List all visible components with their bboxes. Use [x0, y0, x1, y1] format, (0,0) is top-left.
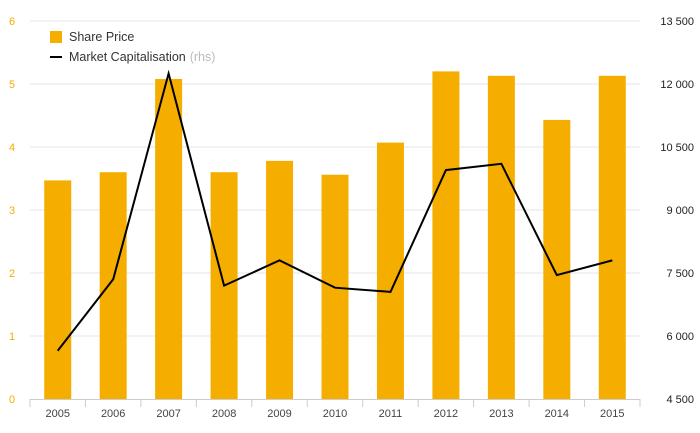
legend-entry-market-cap: Market Capitalisation (rhs): [50, 47, 215, 67]
x-tick-label: 2013: [489, 408, 513, 420]
x-tick-label: 2014: [545, 408, 569, 420]
bar: [44, 180, 72, 399]
x-tick-label: 2015: [600, 408, 624, 420]
y-left-tick-label: 0: [9, 394, 15, 406]
y-right-tick-label: 9 000: [666, 205, 694, 217]
y-left-tick-label: 6: [9, 16, 15, 28]
x-tick-label: 2008: [212, 408, 236, 420]
y-right-tick-label: 12 000: [660, 79, 694, 91]
bar: [155, 78, 183, 400]
y-right-tick-label: 7 500: [666, 268, 694, 280]
legend-entry-share-price: Share Price: [50, 27, 215, 47]
y-left-tick-label: 3: [9, 205, 15, 217]
y-right-tick-label: 6 000: [666, 331, 694, 343]
bar: [487, 75, 515, 399]
y-right-tick-label: 4 500: [666, 394, 694, 406]
legend-note-rhs: (rhs): [189, 50, 216, 64]
x-tick-label: 2010: [323, 408, 347, 420]
y-right-tick-label: 10 500: [660, 142, 694, 154]
x-tick-label: 2006: [101, 408, 125, 420]
legend-label-share-price: Share Price: [69, 30, 135, 44]
bar: [266, 160, 294, 399]
x-tick-label: 2011: [379, 408, 403, 420]
x-tick-label: 2007: [156, 408, 180, 420]
x-tick-label: 2005: [45, 408, 69, 420]
y-left-tick-label: 2: [9, 268, 15, 280]
bar: [432, 71, 460, 400]
legend: Share Price Market Capitalisation (rhs): [50, 27, 215, 67]
y-left-tick-label: 5: [9, 79, 15, 91]
bar: [598, 75, 626, 399]
y-left-tick-label: 4: [9, 142, 15, 154]
legend-line-swatch: [50, 56, 62, 58]
bar: [543, 119, 571, 399]
x-tick-label: 2009: [267, 408, 291, 420]
legend-label-market-cap: Market Capitalisation: [69, 50, 186, 64]
x-tick-label: 2012: [434, 408, 458, 420]
y-left-tick-label: 1: [9, 331, 15, 343]
y-right-tick-label: 13 500: [660, 16, 694, 28]
bar: [99, 172, 127, 399]
legend-bar-swatch: [50, 31, 62, 43]
